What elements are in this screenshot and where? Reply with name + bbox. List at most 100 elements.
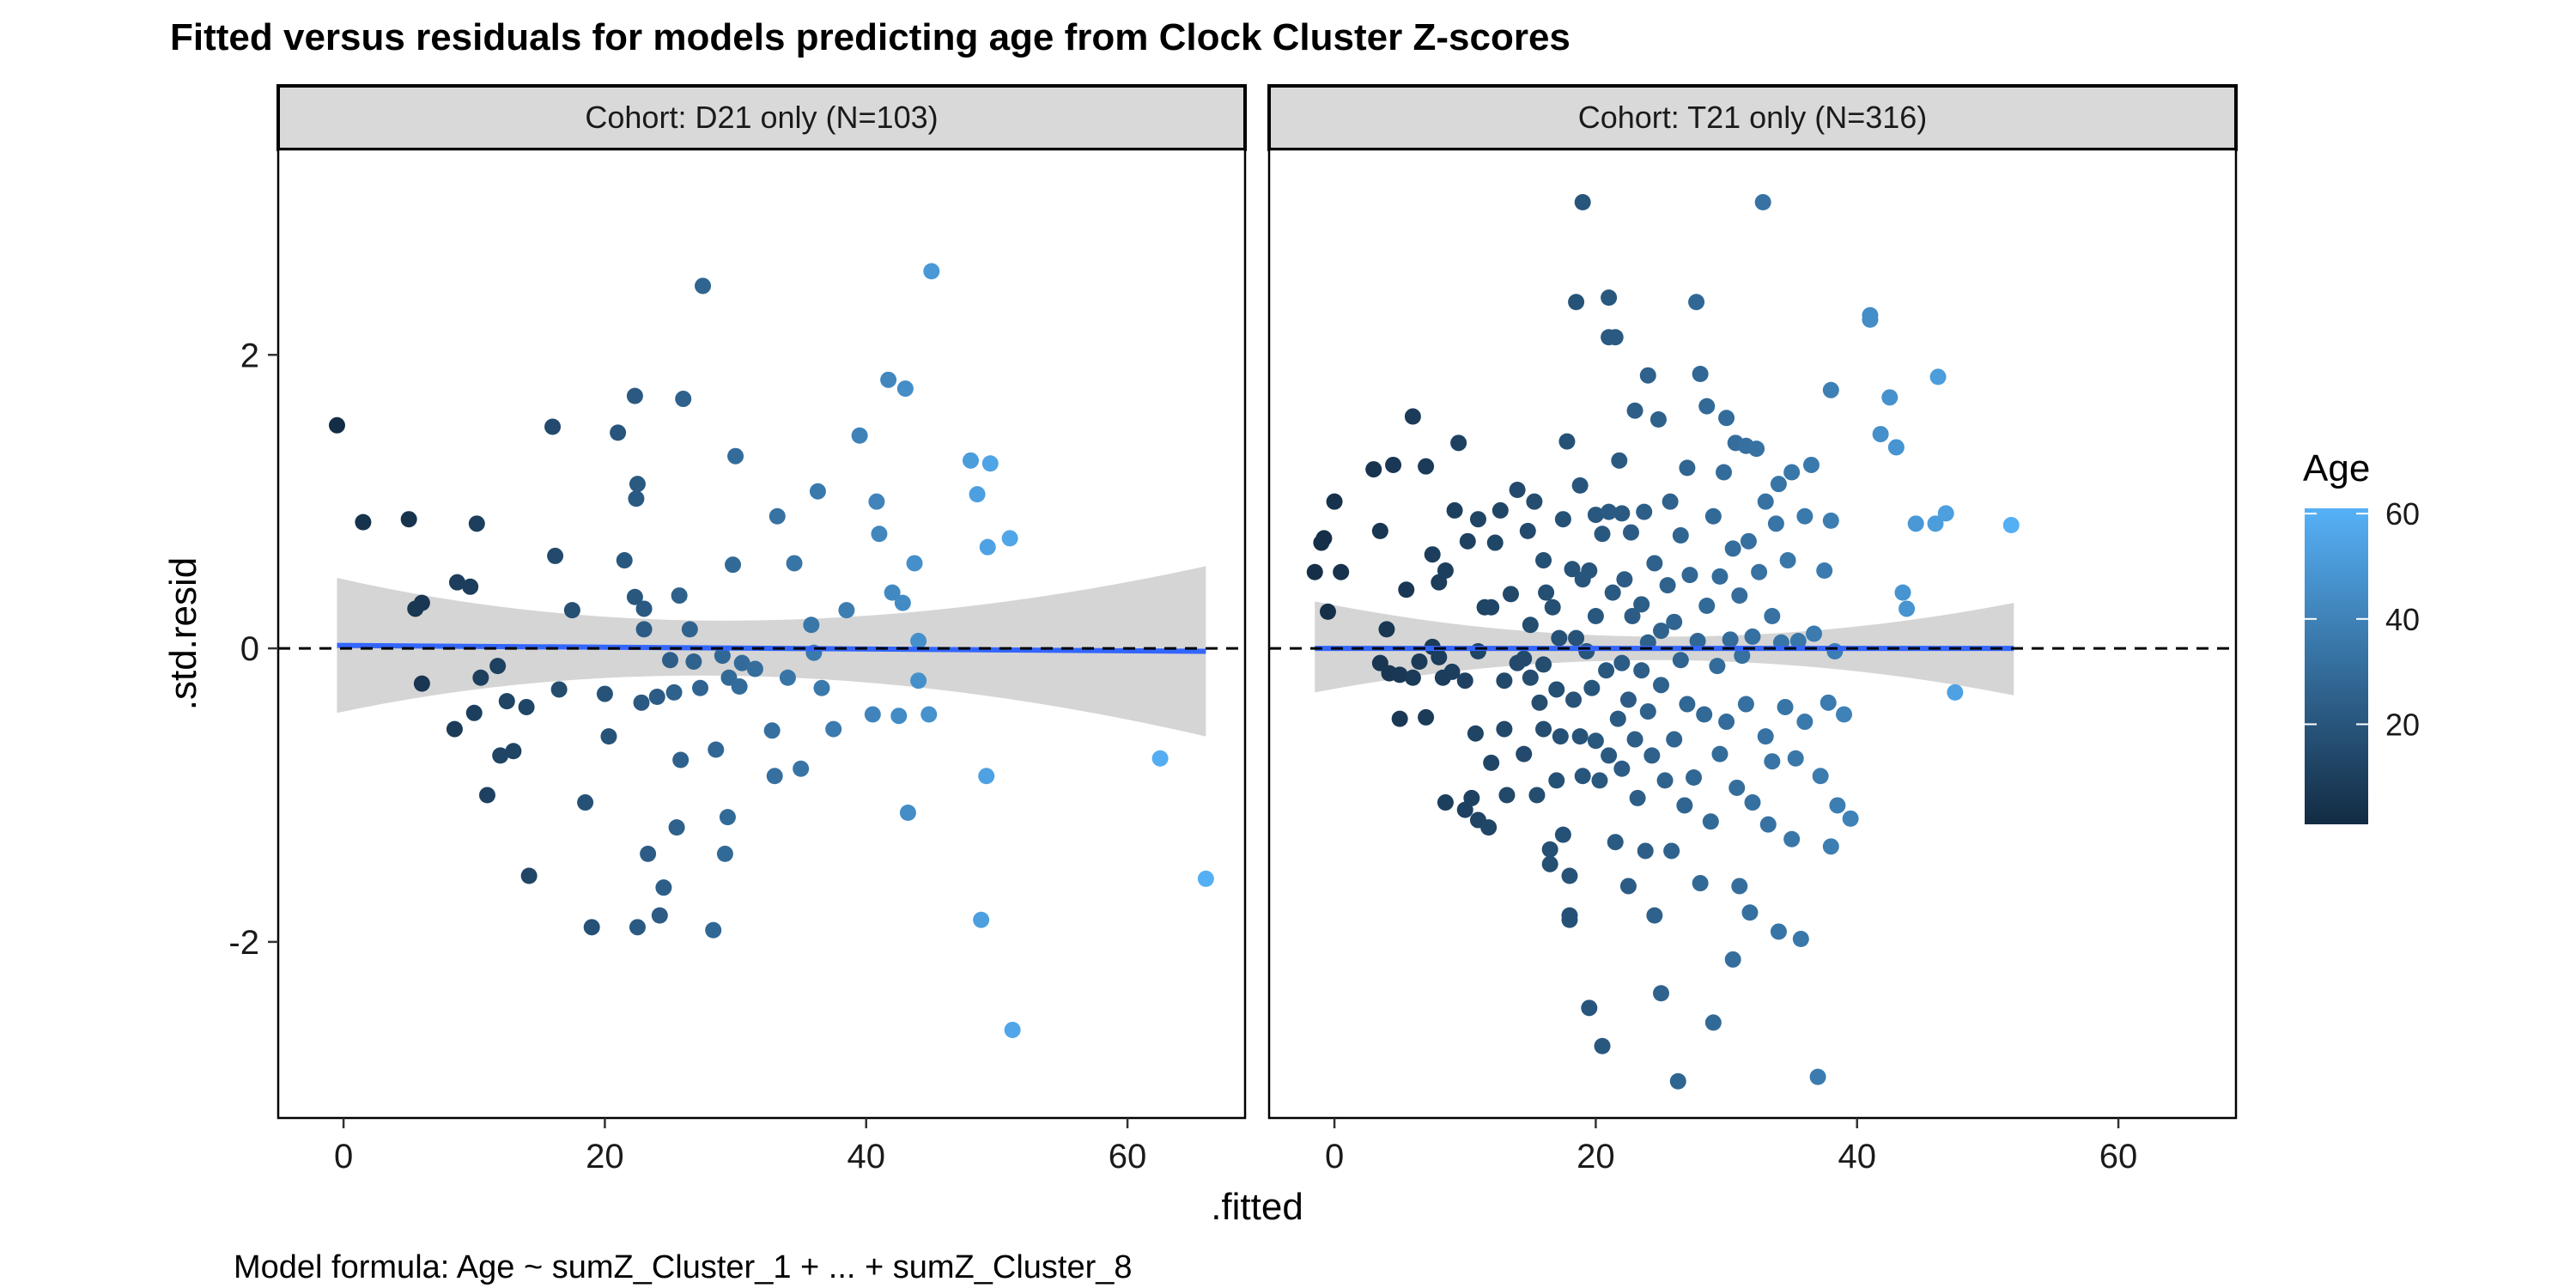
data-point xyxy=(1571,728,1589,745)
data-point xyxy=(1541,855,1558,872)
data-point xyxy=(1704,1014,1722,1031)
data-point xyxy=(1731,587,1748,605)
data-point xyxy=(1535,720,1552,738)
data-point xyxy=(1319,603,1336,620)
data-point xyxy=(851,427,868,444)
data-point xyxy=(1538,584,1555,601)
chart-caption: Model formula: Age ~ sumZ_Cluster_1 + ..… xyxy=(234,1249,1133,1285)
data-point xyxy=(1646,555,1663,572)
data-point xyxy=(969,486,986,503)
data-point xyxy=(1587,607,1604,624)
data-point xyxy=(1751,563,1768,580)
data-point xyxy=(1565,691,1583,708)
data-point xyxy=(1626,402,1643,419)
data-point xyxy=(462,578,479,595)
data-point xyxy=(1498,787,1516,804)
data-point xyxy=(793,760,810,777)
data-point xyxy=(651,907,668,924)
data-point xyxy=(809,483,826,500)
data-point xyxy=(1326,493,1343,510)
data-point xyxy=(1197,870,1214,887)
data-point xyxy=(1609,710,1626,727)
data-point xyxy=(1594,1037,1611,1054)
data-point xyxy=(1822,512,1839,529)
data-point xyxy=(727,447,744,465)
data-point xyxy=(1636,503,1653,520)
data-point xyxy=(1619,691,1637,708)
data-point xyxy=(498,693,515,710)
data-point xyxy=(1551,629,1568,647)
data-point xyxy=(1371,522,1388,539)
data-point xyxy=(1809,1068,1826,1085)
data-point xyxy=(1568,294,1585,311)
data-point xyxy=(716,845,733,862)
data-point xyxy=(763,722,781,739)
data-point xyxy=(1378,621,1395,638)
data-point xyxy=(1503,586,1519,603)
data-point xyxy=(871,526,888,543)
data-point xyxy=(1561,867,1578,884)
data-point xyxy=(1574,768,1591,785)
data-point xyxy=(1004,1021,1021,1038)
data-point xyxy=(610,424,627,441)
data-point xyxy=(923,263,940,280)
data-point xyxy=(1659,577,1676,594)
data-point xyxy=(1783,464,1801,481)
data-point xyxy=(1692,365,1709,382)
data-point xyxy=(1656,772,1674,789)
data-point xyxy=(1728,779,1746,796)
data-point xyxy=(1496,720,1513,738)
data-point xyxy=(884,584,901,601)
data-point xyxy=(446,720,463,738)
data-point xyxy=(1672,526,1689,544)
data-point xyxy=(1731,878,1748,895)
data-point xyxy=(1757,493,1774,510)
x-tick-label: 60 xyxy=(1109,1138,1147,1176)
data-point xyxy=(1469,643,1486,660)
data-point xyxy=(1744,628,1761,645)
data-point xyxy=(1711,745,1728,762)
data-point xyxy=(1544,598,1561,616)
data-point xyxy=(583,919,600,936)
data-point xyxy=(1446,501,1463,519)
data-point xyxy=(1740,532,1757,550)
y-tick-label: -2 xyxy=(228,924,259,962)
data-point xyxy=(1829,797,1846,814)
x-axis-d21: 0 20 40 60 xyxy=(334,1118,1146,1176)
data-point xyxy=(489,658,507,675)
data-point xyxy=(1698,598,1716,615)
data-point xyxy=(1662,493,1679,510)
data-point xyxy=(1633,662,1650,679)
data-point xyxy=(1418,708,1435,726)
data-point xyxy=(1574,194,1591,211)
facet-t21: Cohort: T21 only (N=316) xyxy=(1267,84,2238,1120)
data-point xyxy=(1391,666,1408,683)
data-point xyxy=(786,555,803,572)
data-point xyxy=(1689,633,1706,650)
data-point xyxy=(1836,706,1853,723)
data-point xyxy=(1601,747,1618,764)
data-point xyxy=(1688,294,1705,311)
data-point xyxy=(1483,754,1500,771)
data-point xyxy=(1826,643,1844,660)
data-point xyxy=(1822,838,1839,855)
data-point xyxy=(1681,567,1698,584)
data-point xyxy=(1613,654,1631,671)
data-point xyxy=(1764,753,1781,770)
data-point xyxy=(492,747,509,764)
data-point xyxy=(1443,663,1461,680)
data-point xyxy=(1583,679,1601,696)
data-point xyxy=(1601,503,1618,520)
data-point xyxy=(1862,311,1879,328)
data-point xyxy=(1594,526,1611,543)
data-point xyxy=(1411,653,1428,670)
data-point xyxy=(1686,769,1703,786)
data-point xyxy=(1526,493,1543,510)
y-tick-label: 2 xyxy=(240,337,259,374)
data-point xyxy=(1672,652,1689,669)
data-point xyxy=(981,455,999,472)
data-point xyxy=(1633,596,1650,613)
data-point xyxy=(1783,830,1801,848)
data-point xyxy=(668,819,685,836)
